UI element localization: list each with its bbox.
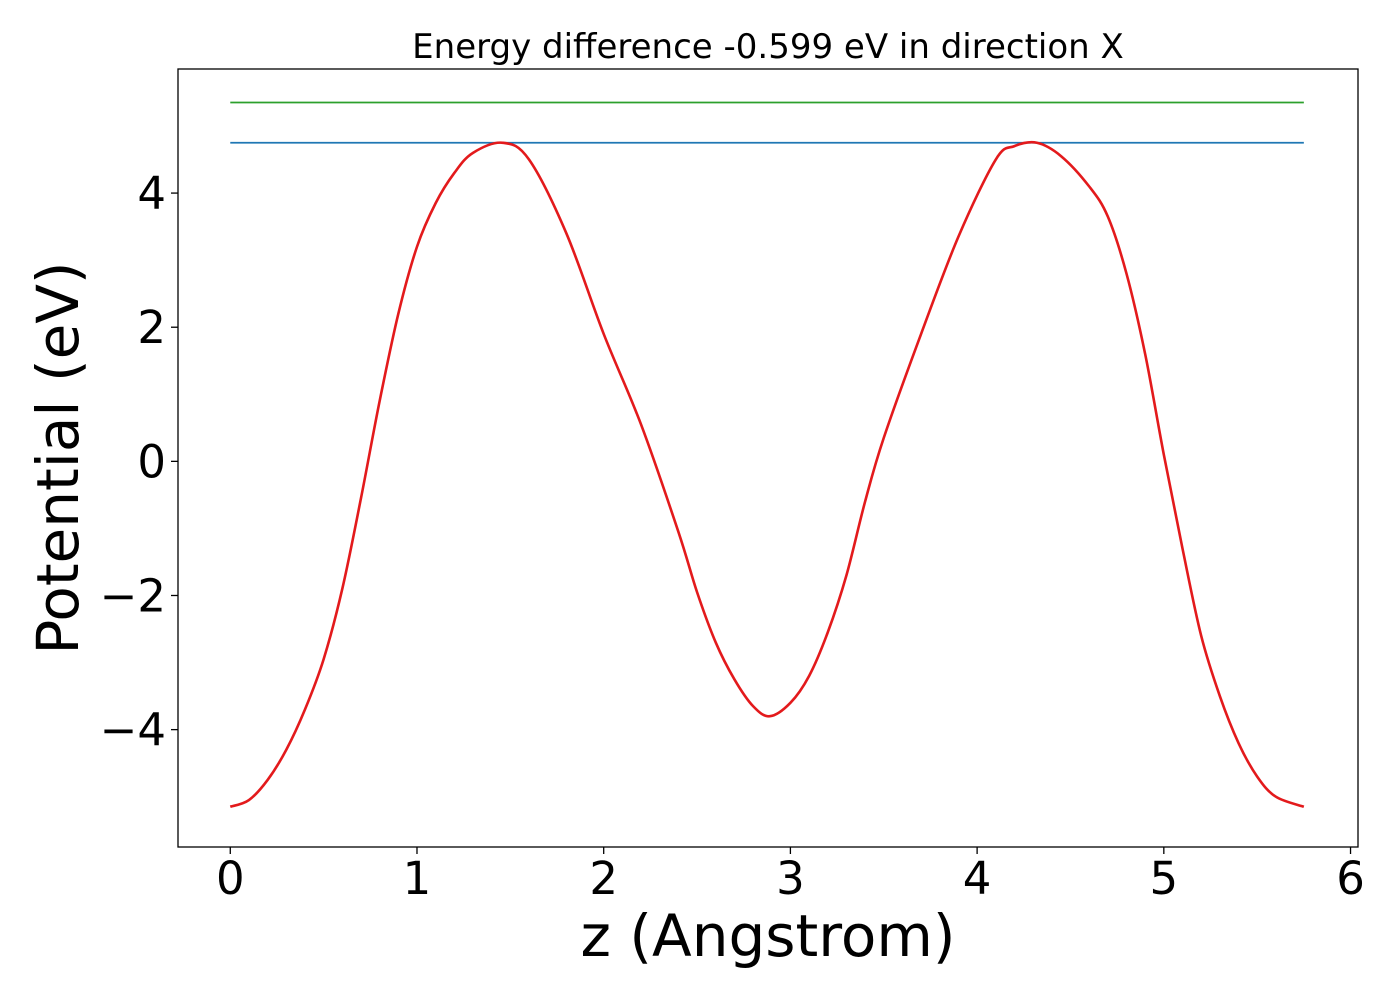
y-tick-label: −4 bbox=[100, 704, 166, 757]
y-tick-label: 2 bbox=[137, 301, 166, 354]
y-axis-label: Potential (eV) bbox=[24, 261, 92, 654]
y-tick-label: 4 bbox=[137, 167, 166, 220]
x-tick-label: 1 bbox=[403, 852, 432, 905]
y-tick-label: 0 bbox=[137, 435, 166, 488]
plot-lines bbox=[229, 101, 1305, 809]
x-tick-label: 2 bbox=[589, 852, 618, 905]
x-tick-label: 4 bbox=[963, 852, 992, 905]
plot-frame bbox=[177, 68, 1359, 848]
x-tick-label: 6 bbox=[1336, 852, 1365, 905]
chart-title: Energy difference -0.599 eV in direction… bbox=[412, 27, 1124, 67]
y-axis-ticks: −4 −2 0 2 4 bbox=[100, 167, 178, 757]
x-axis-label: z (Angstrom) bbox=[581, 902, 956, 970]
potential-curve bbox=[229, 140, 1305, 809]
x-axis-ticks: 0 1 2 3 4 5 6 bbox=[216, 847, 1365, 905]
x-tick-label: 0 bbox=[216, 852, 245, 905]
x-tick-label: 5 bbox=[1150, 852, 1179, 905]
y-tick-label: −2 bbox=[100, 569, 166, 622]
x-tick-label: 3 bbox=[776, 852, 805, 905]
